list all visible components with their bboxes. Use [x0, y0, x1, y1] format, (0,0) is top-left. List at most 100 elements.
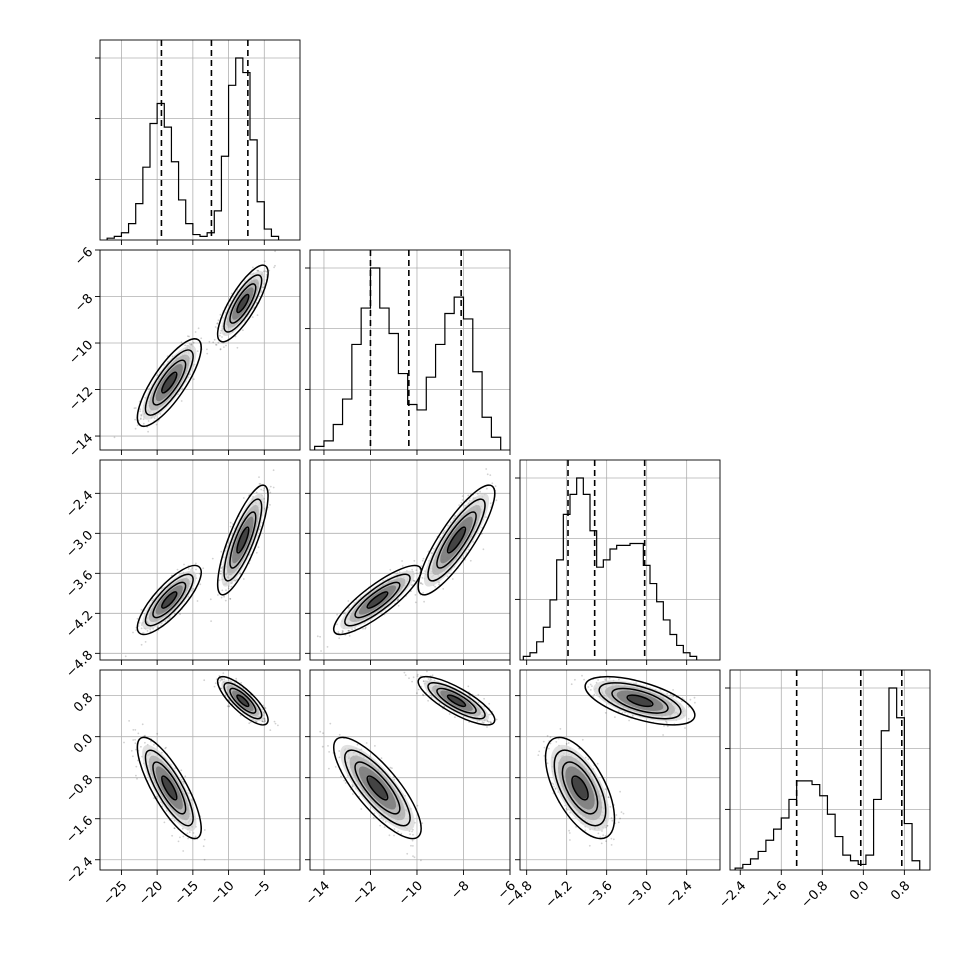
panel-content [100, 40, 300, 240]
y-tick-label: −2.4 [63, 854, 96, 887]
y-tick-label: −4.2 [63, 608, 96, 641]
y-tick-label: −14 [66, 431, 96, 461]
contour-line [152, 581, 187, 619]
contour-line [571, 775, 589, 801]
contour-line [136, 564, 202, 636]
x-tick-label: −1.6 [757, 878, 790, 911]
panel-content [100, 670, 300, 870]
histogram-panel-2 [515, 459, 721, 665]
histogram-panel-3: −2.4 −1.6 −0.8 0.0 0.8 [716, 669, 931, 911]
contour-line [229, 511, 257, 569]
contour-line [417, 675, 496, 726]
scatter-panel-2-1 [305, 459, 511, 665]
contour-line [446, 694, 467, 708]
density-fill [162, 592, 177, 608]
scatter-panel-3-2: −4.8 −4.2 −3.6 −3.0 −2.4 [503, 669, 721, 911]
panel-content [520, 670, 720, 870]
density-fill [162, 373, 177, 392]
panel-frame [99, 39, 301, 241]
contour-line [626, 694, 654, 708]
x-tick-label: −14 [303, 878, 333, 908]
panel-content [100, 250, 300, 450]
x-tick-label: −10 [208, 878, 238, 908]
y-tick-label: −6 [72, 245, 96, 269]
panel-content [730, 670, 930, 870]
contour-line [584, 675, 696, 726]
contour-line [598, 682, 682, 720]
scatter-panel-3-0: −2.4 −1.6 −0.8 0.0 0.8 −25 −20 −15 −10 −5 [63, 669, 301, 908]
contour-line [236, 694, 250, 708]
contour-line [236, 526, 250, 554]
x-tick-label: 0.8 [888, 878, 913, 903]
contour-line [216, 675, 269, 726]
x-tick-label: 0.0 [847, 878, 872, 903]
panel-content [310, 460, 510, 660]
x-tick-label: −8 [448, 878, 472, 902]
histogram-step [734, 687, 921, 870]
density-fill [368, 592, 387, 608]
panel-frame [519, 459, 721, 661]
contour-line [229, 283, 257, 324]
contour-line [354, 761, 401, 815]
panel-content [100, 460, 300, 660]
contour-line [223, 682, 263, 720]
density-fill [628, 695, 652, 706]
density-fill [162, 777, 177, 799]
x-tick-label: −5 [249, 878, 273, 902]
contour-line [417, 484, 496, 596]
panel-frame [519, 669, 721, 871]
y-tick-label: −0.8 [63, 772, 96, 805]
histogram-panel-0 [95, 39, 301, 245]
density-fill [237, 695, 249, 706]
x-tick-label: −20 [136, 878, 166, 908]
contour-line [436, 687, 477, 714]
contour-line [152, 359, 187, 406]
y-tick-label: 0.0 [71, 731, 96, 756]
density-fill [572, 777, 588, 799]
contour-line [161, 371, 178, 394]
contour-line [161, 775, 178, 801]
contour-line [332, 564, 422, 636]
x-tick-label: −3.0 [623, 878, 656, 911]
panel-content [520, 460, 720, 660]
panel-frame [99, 669, 301, 871]
contour-line [152, 761, 187, 815]
contour-line [553, 749, 607, 827]
panel-frame [309, 249, 511, 451]
density-fill [237, 528, 249, 552]
panel-frame [99, 459, 301, 661]
x-tick-label: −3.6 [583, 878, 616, 911]
contour-line [366, 775, 389, 801]
x-tick-label: −15 [172, 878, 202, 908]
contour-line [144, 573, 194, 627]
contour-line [223, 274, 263, 333]
x-tick-label: −2.4 [716, 878, 749, 911]
contour-line [229, 687, 257, 714]
panel-frame [309, 459, 511, 661]
x-tick-label: −4.2 [543, 878, 576, 911]
histogram-step [314, 267, 502, 450]
contour-line [136, 736, 202, 840]
contour-line [144, 349, 194, 416]
histogram-step [522, 477, 698, 660]
y-tick-label: −2.4 [63, 488, 96, 521]
contour-line [344, 749, 411, 827]
y-tick-label: −12 [66, 384, 96, 414]
scatter-panel-1-0: −14 −12 −10 −8 −6 [66, 245, 301, 461]
panel-frame [729, 669, 931, 871]
contour-line [144, 749, 194, 827]
contour-line [236, 293, 250, 314]
contour-line [436, 511, 477, 569]
density-fill [448, 528, 465, 552]
x-tick-label: −2.4 [663, 878, 696, 911]
histogram-panel-1 [305, 249, 511, 455]
panel-content [310, 250, 510, 450]
contour-line [427, 682, 486, 720]
contour-line [446, 526, 467, 554]
x-tick-label: −25 [100, 878, 130, 908]
y-tick-label: −8 [72, 291, 96, 315]
contour-line [332, 736, 422, 840]
x-tick-label: −0.8 [798, 878, 831, 911]
y-tick-label: −4.8 [63, 648, 96, 681]
contour-line [223, 498, 263, 582]
